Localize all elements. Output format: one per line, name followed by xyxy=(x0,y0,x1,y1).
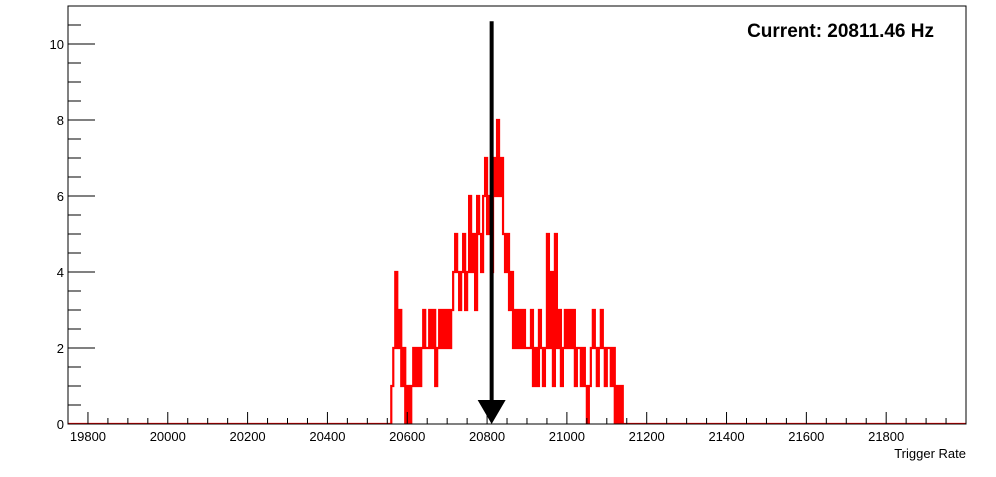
x-tick-label: 20400 xyxy=(309,429,345,444)
x-axis-label: Trigger Rate xyxy=(894,446,966,461)
x-tick-label: 19800 xyxy=(70,429,106,444)
x-tick-label: 20000 xyxy=(150,429,186,444)
x-tick-label: 21000 xyxy=(549,429,585,444)
histogram-series-0 xyxy=(68,118,966,424)
x-tick-label: 21400 xyxy=(708,429,744,444)
x-tick-label: 20200 xyxy=(230,429,266,444)
y-tick-label: 4 xyxy=(57,265,64,280)
x-tick-label: 21600 xyxy=(788,429,824,444)
y-tick-label: 0 xyxy=(57,417,64,432)
x-tick-label: 20800 xyxy=(469,429,505,444)
x-tick-label: 21200 xyxy=(629,429,665,444)
y-tick-label: 2 xyxy=(57,341,64,356)
plot-frame xyxy=(67,5,967,425)
y-tick-label: 6 xyxy=(57,189,64,204)
current-rate-annotation: Current: 20811.46 Hz xyxy=(747,21,934,42)
y-tick-label: 10 xyxy=(50,37,64,52)
x-tick-label: 20600 xyxy=(389,429,425,444)
x-tick-label: 21800 xyxy=(868,429,904,444)
y-tick-label: 8 xyxy=(57,113,64,128)
current-rate-arrow-head xyxy=(477,400,506,424)
